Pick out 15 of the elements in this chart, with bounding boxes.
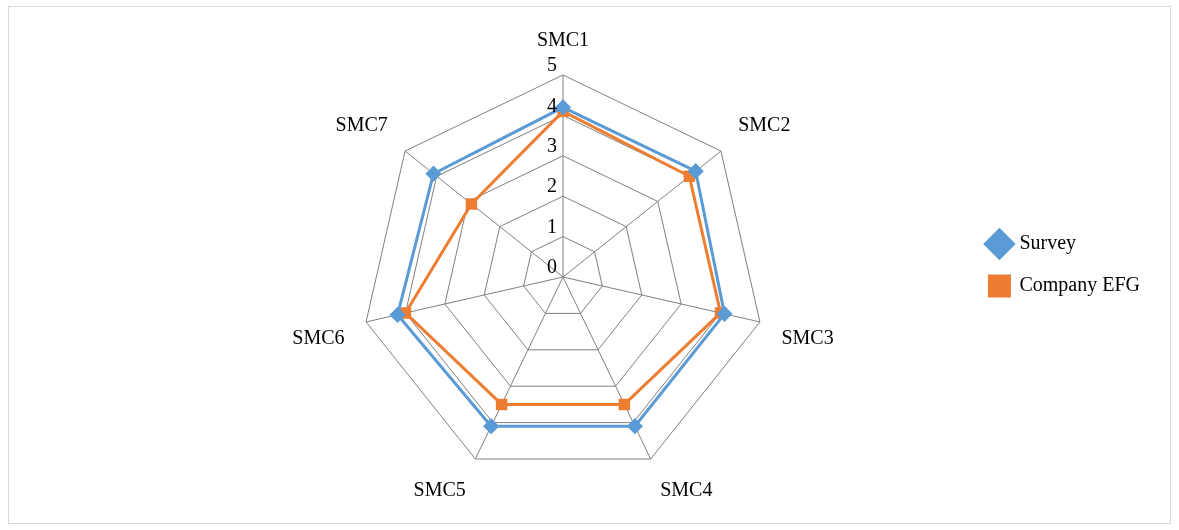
y-tick-label: 1: [547, 214, 557, 237]
spoke-label: SMC3: [781, 326, 834, 349]
legend-label: Survey: [1019, 231, 1077, 255]
y-tick-label: 4: [547, 93, 557, 116]
y-tick-label: 0: [547, 255, 557, 278]
spoke-label: SMC2: [738, 112, 791, 135]
spoke-label: SMC5: [413, 478, 466, 501]
y-tick-label: 5: [547, 53, 557, 76]
spoke-label: SMC4: [660, 478, 713, 501]
y-tick-label: 3: [547, 134, 557, 157]
spoke-label: SMC6: [292, 326, 345, 349]
spoke-label: SMC7: [335, 112, 388, 135]
y-tick-label: 2: [547, 174, 557, 197]
legend-label: Company EFG: [1019, 273, 1141, 297]
spoke-label: SMC1: [536, 28, 590, 51]
